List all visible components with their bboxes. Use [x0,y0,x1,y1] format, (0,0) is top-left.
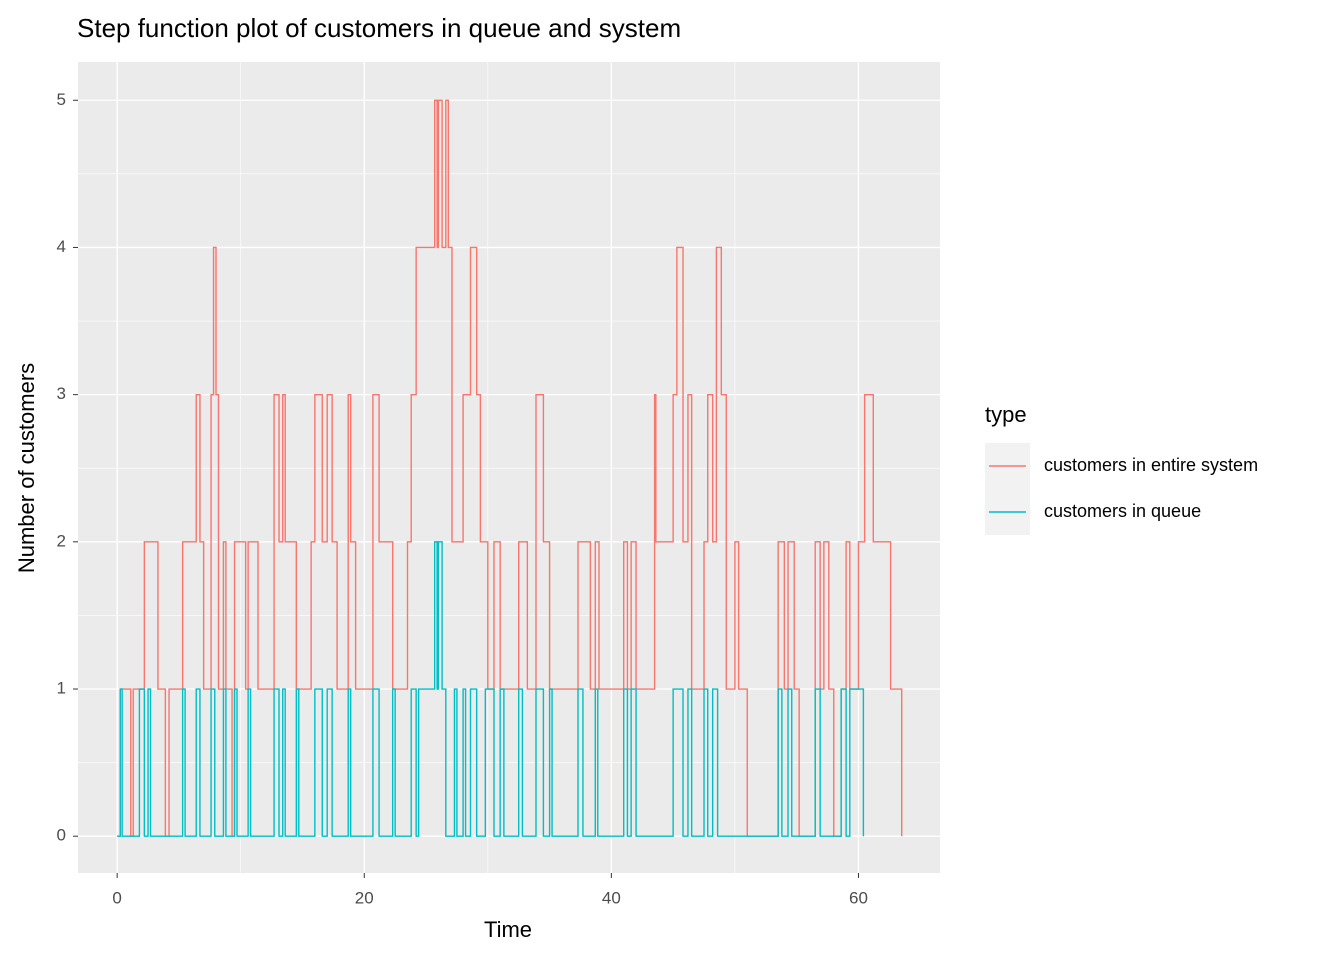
x-axis-title: Time [484,917,532,942]
y-tick-label: 0 [57,826,66,845]
y-tick-label: 2 [57,531,66,550]
x-tick-label: 40 [602,888,621,907]
legend-label: customers in queue [1044,501,1201,521]
chart-title: Step function plot of customers in queue… [77,13,681,43]
panel [78,62,940,873]
step-line [117,99,903,837]
legend-title: type [985,402,1027,427]
y-tick-label: 5 [57,90,66,109]
y-tick-label: 1 [57,679,66,698]
y-axis-title: Number of customers [14,363,39,573]
legend-label: customers in entire system [1044,455,1258,475]
step-line [117,541,865,837]
y-tick-label: 4 [57,237,66,256]
legend-key-background [985,443,1030,535]
x-tick-label: 20 [355,888,374,907]
y-tick-label: 3 [57,384,66,403]
x-tick-label: 60 [849,888,868,907]
x-tick-label: 0 [112,888,121,907]
